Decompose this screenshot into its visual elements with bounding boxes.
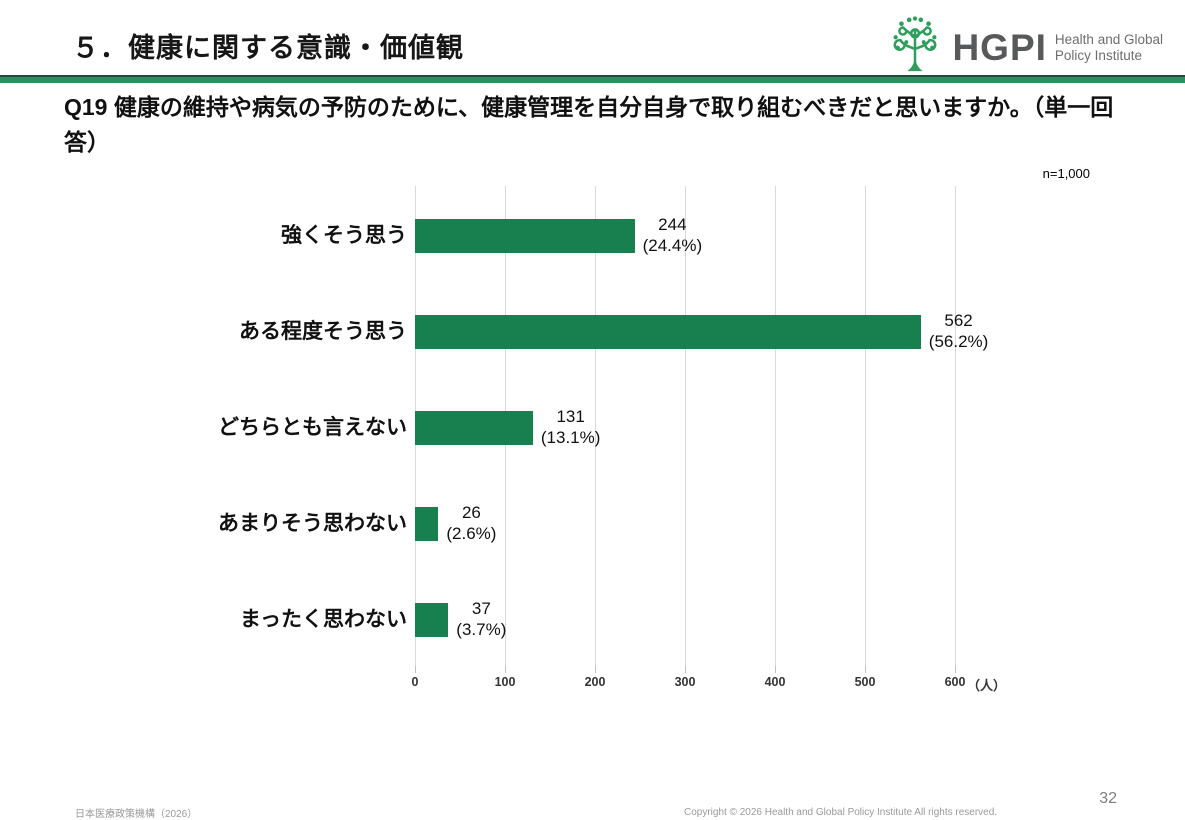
value-percent: (56.2%) — [928, 332, 989, 351]
category-label: 強くそう思う — [281, 224, 407, 247]
slide-title: ５．健康に関する意識・価値観 — [72, 33, 464, 63]
question-body: 健康の維持や病気の予防のために、健康管理を自分自身で取り組むべきだと思いますか。… — [64, 94, 1114, 155]
value-count: 37 — [471, 599, 491, 618]
value-label: 37 (3.7%) — [456, 598, 506, 640]
bar — [415, 411, 533, 445]
x-axis-tick-label: 400 — [764, 675, 786, 689]
value-count: 244 — [658, 215, 687, 234]
category-label: ある程度そう思う — [239, 320, 407, 343]
gridline — [685, 186, 686, 666]
sample-size-label: n=1,000 — [1042, 166, 1090, 181]
x-axis-tick-label: 600 — [944, 675, 966, 689]
gridline — [595, 186, 596, 666]
x-axis-tick-label: 0 — [411, 675, 419, 689]
axis-tick — [415, 666, 416, 673]
footer-copyright: Copyright © 2026 Health and Global Polic… — [684, 807, 998, 818]
tree-icon — [886, 16, 944, 79]
gridline — [775, 186, 776, 666]
hgpi-logo: HGPI Health and Global Policy Institute — [886, 16, 1163, 79]
gridline — [865, 186, 866, 666]
axis-tick — [775, 666, 776, 673]
value-count: 131 — [556, 407, 585, 426]
value-label: 131 (13.1%) — [541, 406, 601, 448]
value-percent: (24.4%) — [642, 236, 703, 255]
axis-tick — [685, 666, 686, 673]
question-number: Q19 — [64, 94, 108, 120]
value-label: 244 (24.4%) — [643, 214, 703, 256]
bar — [415, 315, 921, 349]
value-percent: (13.1%) — [540, 428, 601, 447]
bar — [415, 219, 635, 253]
category-label: あまりそう思わない — [218, 512, 407, 535]
value-percent: (3.7%) — [456, 620, 507, 639]
x-axis-tick-label: 200 — [584, 675, 606, 689]
gridline — [955, 186, 956, 666]
logo-subtitle-line1: Health and Global — [1054, 31, 1163, 47]
x-axis-tick-label: 300 — [674, 675, 696, 689]
x-axis-unit-label: （人） — [967, 678, 1007, 693]
question-text: Q19 健康の維持や病気の予防のために、健康管理を自分自身で取り組むべきだと思い… — [64, 90, 1139, 159]
value-count: 26 — [461, 503, 481, 522]
axis-tick — [865, 666, 866, 673]
value-percent: (2.6%) — [446, 524, 497, 543]
value-label: 562 (56.2%) — [929, 310, 989, 352]
page-number: 32 — [1099, 790, 1117, 807]
axis-tick — [595, 666, 596, 673]
value-count: 562 — [944, 311, 973, 330]
x-axis-tick-label: 500 — [854, 675, 876, 689]
header-divider — [0, 75, 1185, 83]
value-label: 26 (2.6%) — [446, 502, 496, 544]
x-axis-tick-label: 100 — [494, 675, 516, 689]
category-label: まったく思わない — [239, 608, 407, 631]
logo-subtitle-line2: Policy Institute — [1054, 47, 1142, 63]
category-label: どちらとも言えない — [218, 416, 407, 439]
axis-tick — [505, 666, 506, 673]
bar — [415, 603, 449, 637]
logo-abbr: HGPI — [952, 27, 1047, 68]
footer-source: 日本医療政策機構（2026） — [75, 809, 198, 820]
logo-subtitle: Health and Global Policy Institute — [1055, 32, 1163, 63]
axis-tick — [955, 666, 956, 673]
bar — [415, 507, 439, 541]
